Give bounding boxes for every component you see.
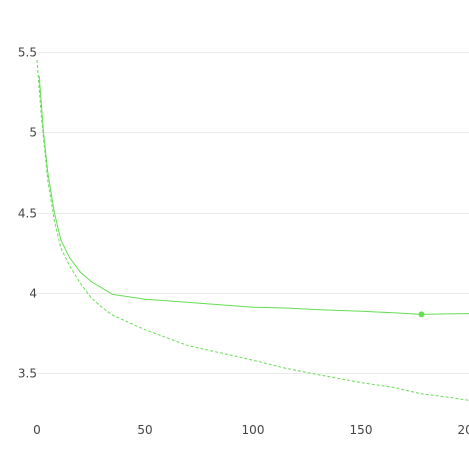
- y-tick-label: 5: [29, 126, 37, 140]
- x-tick-label: 0: [33, 423, 41, 437]
- dashed-series-line: [36, 59, 469, 401]
- y-tick-label: 4: [29, 287, 37, 301]
- y-tick-label: 4.5: [18, 207, 37, 221]
- chart-series: [36, 59, 469, 401]
- y-axis-tick-labels: 3.5 4 4.5 5 5.5: [18, 46, 37, 381]
- x-tick-label: 50: [137, 423, 152, 437]
- series-marker-point: [418, 311, 425, 318]
- x-tick-label: 100: [242, 423, 265, 437]
- x-tick-label: 150: [350, 423, 373, 437]
- solid-series-line: [38, 76, 469, 315]
- x-tick-label: 200: [458, 423, 469, 437]
- y-gridlines: [37, 52, 469, 374]
- y-tick-label: 3.5: [18, 367, 37, 381]
- y-tick-label: 5.5: [18, 46, 37, 60]
- x-axis-tick-labels: 0 50 100 150 200: [33, 423, 469, 437]
